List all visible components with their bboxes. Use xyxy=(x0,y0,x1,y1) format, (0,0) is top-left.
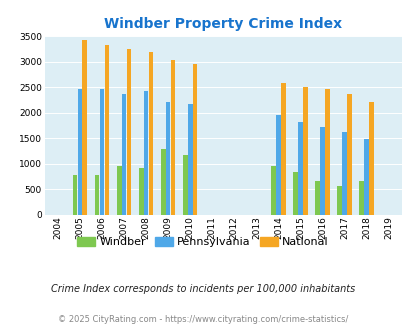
Bar xyxy=(346,94,351,214)
Bar xyxy=(275,115,280,214)
Bar xyxy=(117,166,121,214)
Bar xyxy=(183,155,187,214)
Bar xyxy=(324,89,329,214)
Bar xyxy=(302,87,307,214)
Bar xyxy=(188,104,192,214)
Bar xyxy=(95,175,99,214)
Bar xyxy=(315,181,319,214)
Bar xyxy=(363,139,368,214)
Text: © 2025 CityRating.com - https://www.cityrating.com/crime-statistics/: © 2025 CityRating.com - https://www.city… xyxy=(58,315,347,324)
Title: Windber Property Crime Index: Windber Property Crime Index xyxy=(104,17,341,31)
Bar xyxy=(271,166,275,214)
Bar xyxy=(104,45,109,214)
Bar xyxy=(122,94,126,214)
Bar xyxy=(192,64,197,214)
Text: Crime Index corresponds to incidents per 100,000 inhabitants: Crime Index corresponds to incidents per… xyxy=(51,284,354,294)
Bar xyxy=(368,103,373,214)
Bar xyxy=(100,89,104,214)
Bar xyxy=(143,91,148,214)
Bar xyxy=(72,175,77,214)
Bar xyxy=(341,132,346,214)
Bar xyxy=(126,49,131,214)
Legend: Windber, Pennsylvania, National: Windber, Pennsylvania, National xyxy=(73,233,332,252)
Bar xyxy=(139,168,143,214)
Bar xyxy=(82,40,87,215)
Bar xyxy=(297,122,302,214)
Bar xyxy=(148,51,153,214)
Bar xyxy=(337,186,341,214)
Bar xyxy=(292,172,297,214)
Bar xyxy=(280,82,285,214)
Bar xyxy=(320,127,324,214)
Bar xyxy=(77,89,82,214)
Bar xyxy=(161,149,165,214)
Bar xyxy=(358,181,363,214)
Bar xyxy=(170,60,175,214)
Bar xyxy=(166,102,170,214)
